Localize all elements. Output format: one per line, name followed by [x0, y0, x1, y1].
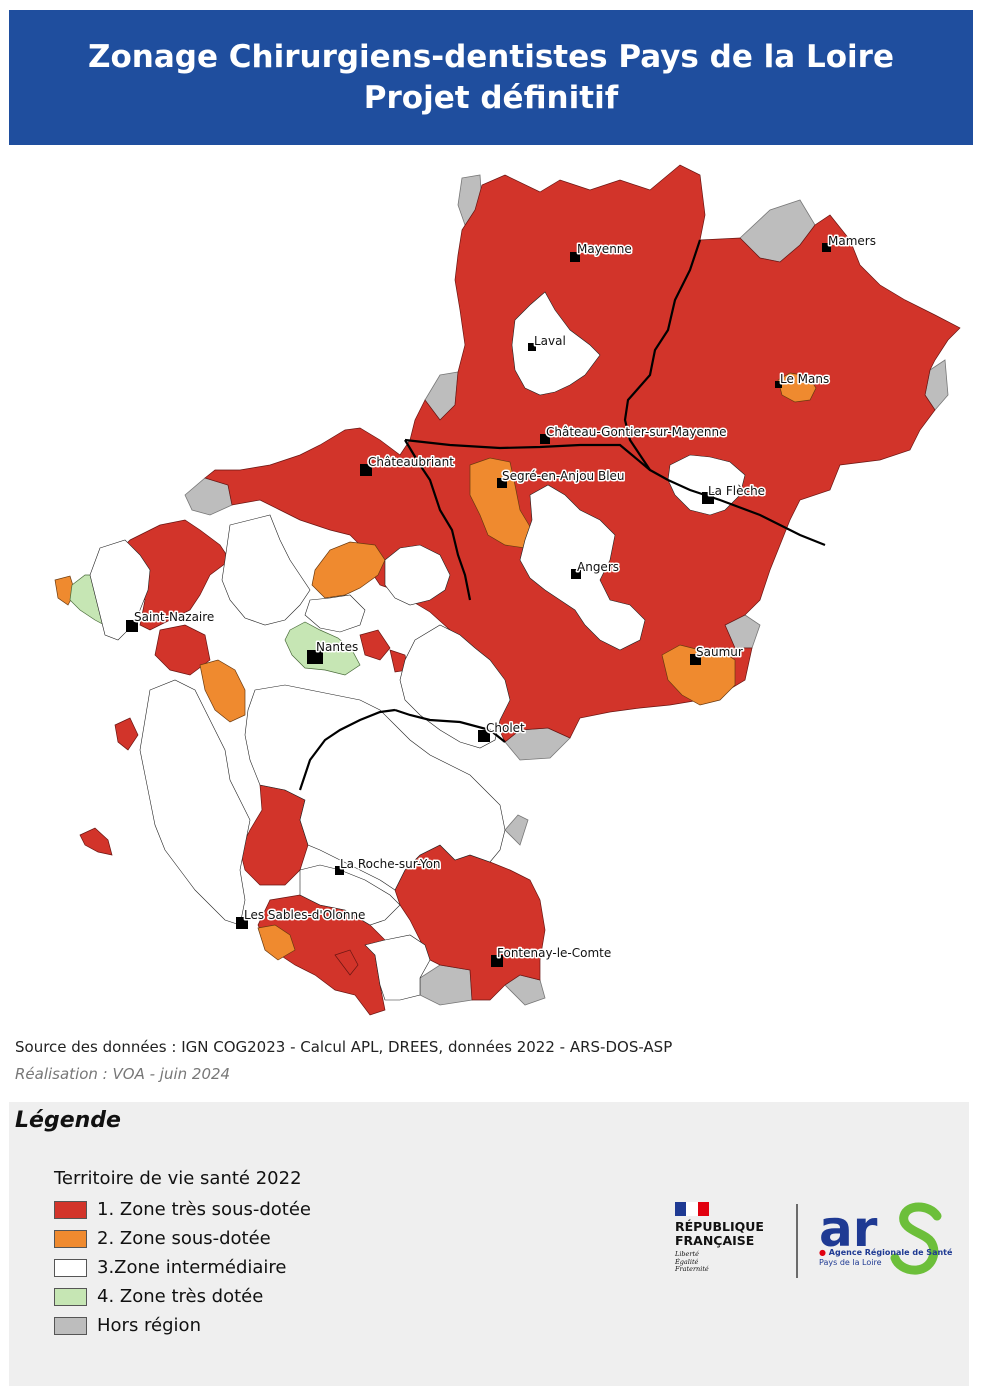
french-flag-icon: [675, 1202, 709, 1216]
legend-item-hors-region: Hors région: [54, 1311, 311, 1340]
legend-panel: Légende Territoire de vie santé 2022 1. …: [9, 1102, 969, 1386]
legend-label: 1. Zone très sous-dotée: [97, 1199, 311, 1220]
map-area: Mayenne Mamers Laval Le Mans Château-Gon…: [0, 150, 986, 1030]
label-fontenay: Fontenay-le-Comte: [497, 946, 611, 960]
legend-item-zone-4: 4. Zone très dotée: [54, 1282, 311, 1311]
legend-subtitle: Territoire de vie santé 2022: [54, 1168, 302, 1189]
marker-fontenay: [491, 955, 503, 967]
logo-divider: [796, 1204, 798, 1278]
label-le-mans: Le Mans: [780, 372, 829, 386]
label-sables: Les Sables-d'Olonne: [244, 908, 365, 922]
legend-items: 1. Zone très sous-dotée 2. Zone sous-dot…: [54, 1195, 311, 1340]
label-chateaubriant: Châteaubriant: [368, 455, 454, 469]
label-laval: Laval: [534, 334, 566, 348]
legend-swatch: [54, 1229, 87, 1248]
republique-francaise-logo: RÉPUBLIQUE FRANÇAISE Liberté Égalité Fra…: [673, 1202, 783, 1282]
marker-nantes: [307, 650, 323, 664]
label-mamers: Mamers: [828, 234, 876, 248]
zone-3-areas: [89, 291, 746, 1001]
label-mayenne: Mayenne: [577, 242, 632, 256]
label-saint-nazaire: Saint-Nazaire: [134, 610, 214, 624]
legend-label: 3.Zone intermédiaire: [97, 1257, 287, 1278]
legend-swatch: [54, 1258, 87, 1277]
hors-region-areas: [184, 174, 949, 1006]
marker-saumur: [690, 654, 701, 665]
legend-item-zone-2: 2. Zone sous-dotée: [54, 1224, 311, 1253]
zone-2-areas: [54, 372, 817, 961]
label-chateau-gontier: Château-Gontier-sur-Mayenne: [546, 425, 726, 439]
map-title: Zonage Chirurgiens-dentistes Pays de la …: [88, 38, 894, 75]
label-nantes: Nantes: [316, 640, 358, 654]
legend-swatch: [54, 1316, 87, 1335]
marker-la-fleche: [702, 492, 714, 504]
rf-wordmark: RÉPUBLIQUE FRANÇAISE: [675, 1219, 764, 1248]
label-la-fleche: La Flèche: [708, 484, 765, 498]
ars-wordmark: ar: [819, 1200, 878, 1258]
marker-mamers: [822, 243, 831, 252]
marker-la-roche: [335, 866, 344, 875]
label-cholet: Cholet: [486, 721, 525, 735]
legend-swatch: [54, 1287, 87, 1306]
region-map: Mayenne Mamers Laval Le Mans Château-Gon…: [54, 164, 961, 1016]
rf-motto: Liberté Égalité Fraternité: [675, 1250, 709, 1273]
marker-sables: [236, 917, 248, 929]
map-subtitle: Projet définitif: [363, 79, 619, 116]
ars-logo: ar: [819, 1200, 942, 1275]
ars-s-icon: [890, 1202, 942, 1275]
marker-saint-nazaire: [126, 620, 138, 632]
ars-tagline: ● Agence Régionale de Santé Pays de la L…: [819, 1248, 953, 1267]
legend-label: Hors région: [97, 1315, 201, 1336]
label-la-roche: La Roche-sur-Yon: [340, 857, 441, 871]
department-boundaries: [298, 239, 826, 791]
credit-note: Réalisation : VOA - juin 2024: [15, 1065, 231, 1083]
label-angers: Angers: [577, 560, 619, 574]
marker-segre: [497, 478, 507, 488]
legend-item-zone-3: 3.Zone intermédiaire: [54, 1253, 311, 1282]
legend-title: Légende: [15, 1108, 121, 1133]
city-markers: [126, 243, 831, 967]
legend-item-zone-1: 1. Zone très sous-dotée: [54, 1195, 311, 1224]
legend-label: 4. Zone très dotée: [97, 1286, 264, 1307]
marker-chateaubriant: [360, 464, 372, 476]
title-banner: Zonage Chirurgiens-dentistes Pays de la …: [9, 10, 973, 145]
marker-angers: [571, 569, 581, 579]
label-segre: Segré-en-Anjou Bleu: [502, 469, 625, 483]
data-source-note: Source des données : IGN COG2023 - Calcu…: [15, 1038, 673, 1056]
legend-label: 2. Zone sous-dotée: [97, 1228, 271, 1249]
marker-laval: [528, 343, 536, 351]
marker-chateau-gontier: [540, 434, 550, 444]
city-labels: Mayenne Mamers Laval Le Mans Château-Gon…: [133, 233, 878, 962]
label-saumur: Saumur: [696, 645, 743, 659]
legend-swatch: [54, 1200, 87, 1219]
marker-le-mans: [775, 381, 782, 388]
marker-cholet: [478, 730, 490, 742]
marker-mayenne: [570, 252, 580, 262]
